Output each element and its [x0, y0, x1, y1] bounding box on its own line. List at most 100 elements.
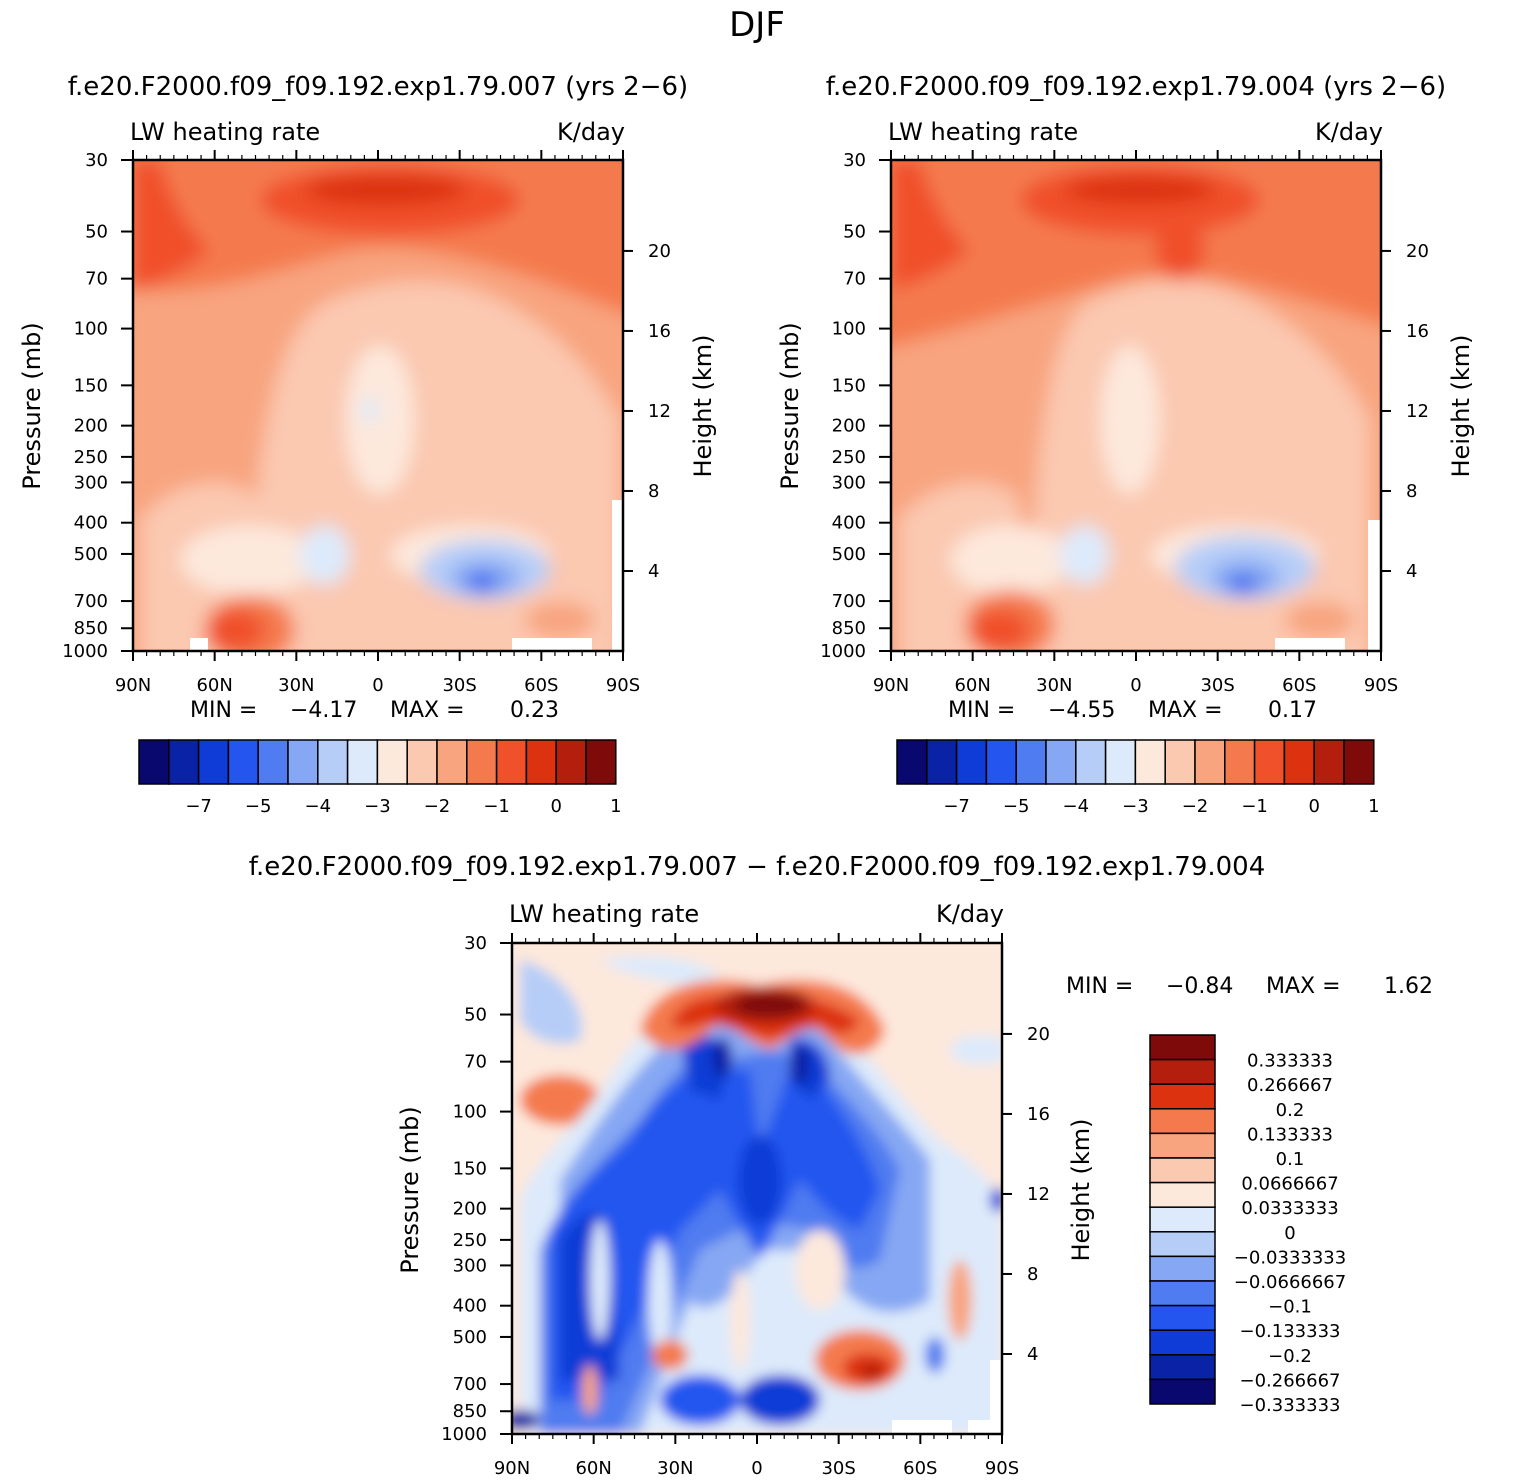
- left-colorbar: −7 −5 −4 −3 −2 −1 0 1: [138, 739, 622, 817]
- diff-ylabel: Pressure (mb): [396, 1106, 424, 1273]
- left-min-value: −4.17: [290, 698, 357, 723]
- latitude-tick-label: 30S: [821, 1458, 855, 1479]
- height-tick-label: 20: [1027, 1024, 1050, 1045]
- colorbar-swatch: [1134, 739, 1166, 785]
- right-colorbar: −7 −5 −4 −3 −2 −1 0 1: [896, 739, 1380, 817]
- colorbar-swatch: [376, 739, 408, 785]
- colorbar-label: −0.0333333: [1234, 1247, 1346, 1268]
- colorbar-swatch: [1149, 1280, 1216, 1307]
- height-tick-label: 4: [1406, 561, 1417, 582]
- pressure-tick-label: 150: [74, 375, 108, 396]
- latitude-tick-label: 30N: [657, 1458, 693, 1479]
- height-tick-label: 20: [648, 241, 671, 262]
- colorbar-swatch: [955, 739, 988, 785]
- colorbar-swatch: [197, 739, 230, 785]
- pressure-tick-label: 100: [832, 319, 866, 340]
- colorbar-swatch: [525, 739, 557, 785]
- colorbar-swatch: [1194, 739, 1226, 785]
- pressure-tick-label: 30: [843, 150, 866, 171]
- height-tick-label: 16: [1027, 1104, 1050, 1125]
- right-contour-field: [891, 160, 1381, 651]
- latitude-tick-label: 90S: [985, 1458, 1019, 1479]
- latitude-tick-label: 90N: [873, 675, 909, 696]
- pressure-tick-label: 150: [453, 1158, 487, 1179]
- right-height-axis: 20 16 12 8 4: [1381, 241, 1429, 582]
- colorbar-swatch: [1224, 739, 1256, 785]
- colorbar-swatch: [317, 739, 349, 785]
- colorbar-swatch: [287, 739, 319, 785]
- colorbar-swatch: [896, 739, 928, 785]
- pressure-tick-label: 1000: [62, 641, 108, 662]
- colorbar-swatch: [1149, 1157, 1216, 1184]
- left-height-axis: 20 16 12 8 4: [623, 241, 671, 582]
- colorbar-swatch: [1045, 739, 1077, 785]
- colorbar-swatch: [257, 739, 289, 785]
- pressure-tick-label: 500: [832, 544, 866, 565]
- diff-title: f.e20.F2000.f09_f09.192.exp1.79.007 − f.…: [249, 852, 1266, 882]
- colorbar-label: −5: [245, 796, 272, 817]
- colorbar-label: 1: [610, 796, 621, 817]
- colorbar-swatch: [1149, 1304, 1216, 1331]
- pressure-tick-label: 850: [74, 618, 108, 639]
- diff-min-value: −0.84: [1166, 974, 1233, 999]
- colorbar-label: −7: [185, 796, 212, 817]
- latitude-tick-label: 0: [372, 675, 383, 696]
- pressure-tick-label: 30: [464, 933, 487, 954]
- right-panel: LW heating rate K/day: [776, 118, 1475, 817]
- colorbar-swatch: [555, 739, 587, 785]
- pressure-tick-label: 70: [843, 269, 866, 290]
- right-case-title: f.e20.F2000.f09_f09.192.exp1.79.004 (yrs…: [826, 72, 1446, 102]
- pressure-tick-label: 500: [74, 544, 108, 565]
- latitude-tick-label: 90N: [115, 675, 151, 696]
- pressure-tick-label: 50: [843, 222, 866, 243]
- colorbar-swatch: [926, 739, 958, 785]
- height-tick-label: 12: [1027, 1184, 1050, 1205]
- latitude-tick-label: 0: [751, 1458, 762, 1479]
- colorbar-swatch: [985, 739, 1017, 785]
- latitude-tick-label: 30N: [278, 675, 314, 696]
- left-min-label: MIN =: [190, 698, 257, 723]
- height-tick-label: 4: [648, 561, 659, 582]
- right-max-value: 0.17: [1268, 698, 1317, 723]
- colorbar-swatch: [138, 739, 170, 785]
- diff-ylabel-right: Height (km): [1067, 1119, 1095, 1262]
- diff-x-axis: 90N 60N 30N 0 30S 60S 90S: [494, 933, 1019, 1479]
- colorbar-swatch: [1015, 739, 1047, 785]
- colorbar-swatch: [1075, 739, 1107, 785]
- pressure-tick-label: 700: [453, 1374, 487, 1395]
- height-tick-label: 8: [1027, 1264, 1038, 1285]
- colorbar-swatch: [406, 739, 438, 785]
- left-panel: LW heating rate K/day: [18, 118, 717, 817]
- colorbar-label: 0: [1308, 796, 1319, 817]
- colorbar-swatch: [1313, 739, 1345, 785]
- diff-min-label: MIN =: [1066, 974, 1133, 999]
- pressure-tick-label: 300: [453, 1255, 487, 1276]
- colorbar-label: −1: [483, 796, 510, 817]
- colorbar-label: −0.2: [1268, 1346, 1312, 1367]
- colorbar-swatch: [585, 739, 617, 785]
- right-x-axis: 90N 60N 30N 0 30S 60S 90S: [873, 150, 1398, 696]
- colorbar-label: −3: [364, 796, 391, 817]
- height-tick-label: 4: [1027, 1344, 1038, 1365]
- pressure-tick-label: 250: [453, 1230, 487, 1251]
- right-panel-variable-label: LW heating rate: [888, 118, 1078, 146]
- pressure-tick-label: 1000: [441, 1424, 487, 1445]
- pressure-tick-label: 300: [74, 472, 108, 493]
- height-tick-label: 16: [1406, 321, 1429, 342]
- latitude-tick-label: 60N: [954, 675, 990, 696]
- left-x-axis: 90N 60N 30N 0 30S 60S 90S: [115, 150, 640, 696]
- colorbar-label: 0.333333: [1247, 1051, 1333, 1072]
- colorbar-swatch: [168, 739, 200, 785]
- colorbar-label: 0.0333333: [1241, 1198, 1338, 1219]
- colorbar-swatch: [1149, 1132, 1216, 1159]
- height-tick-label: 16: [648, 321, 671, 342]
- right-panel-units-label: K/day: [1315, 118, 1383, 146]
- pressure-tick-label: 50: [85, 222, 108, 243]
- pressure-tick-label: 500: [453, 1327, 487, 1348]
- left-contour-field: [133, 160, 623, 651]
- pressure-tick-label: 200: [74, 416, 108, 437]
- right-ylabel-right: Height (km): [1447, 335, 1475, 478]
- colorbar-swatch: [1343, 739, 1375, 785]
- height-tick-label: 8: [1406, 481, 1417, 502]
- colorbar-label: −2: [424, 796, 451, 817]
